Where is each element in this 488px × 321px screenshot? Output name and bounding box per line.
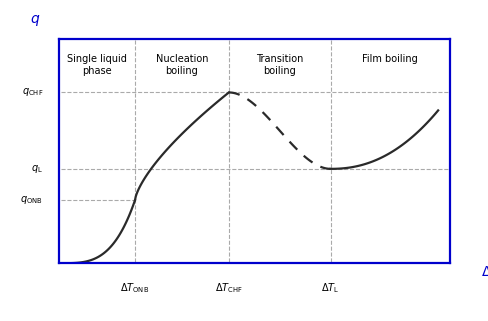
Text: $\Delta T_{\rm ONB}$: $\Delta T_{\rm ONB}$ [120,281,149,295]
Text: $\Delta T$: $\Delta T$ [480,265,488,279]
Text: $q_{\rm ONB}$: $q_{\rm ONB}$ [20,194,43,206]
Text: $q_{\rm L}$: $q_{\rm L}$ [31,163,43,175]
Text: Single liquid
phase: Single liquid phase [67,54,126,76]
Text: Film boiling: Film boiling [362,54,417,64]
Text: $\Delta T_{\rm L}$: $\Delta T_{\rm L}$ [321,281,339,295]
Text: $q$: $q$ [30,13,41,28]
Text: Transition
boiling: Transition boiling [256,54,303,76]
Text: $\Delta T_{\rm CHF}$: $\Delta T_{\rm CHF}$ [214,281,243,295]
Text: $q_{\rm CHF}$: $q_{\rm CHF}$ [21,86,43,99]
Text: Nucleation
boiling: Nucleation boiling [155,54,208,76]
